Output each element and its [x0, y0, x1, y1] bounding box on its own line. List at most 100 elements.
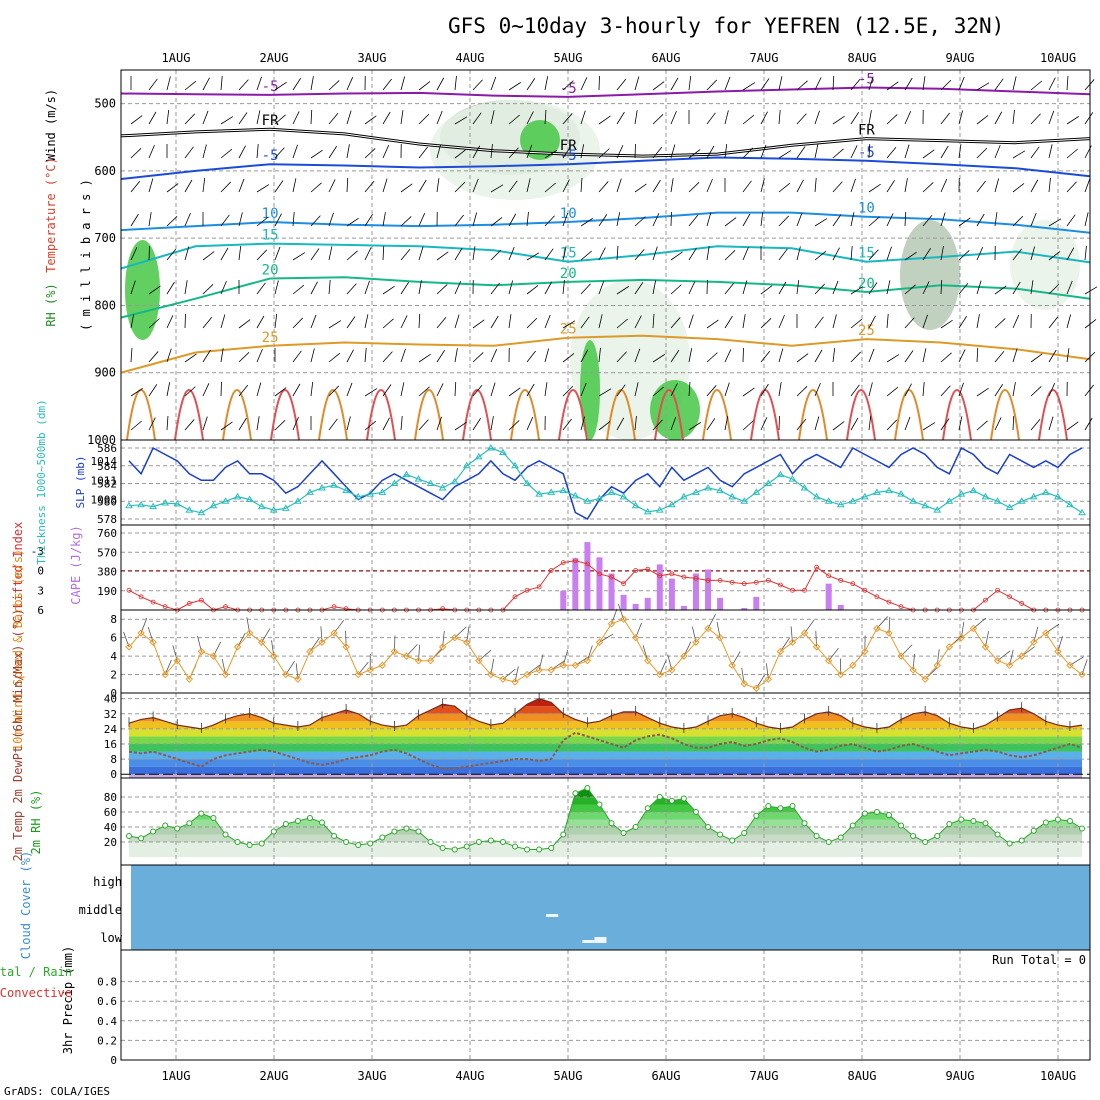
- wind-barb: [346, 110, 352, 125]
- rh-marker: [150, 828, 157, 835]
- wind-barb: [364, 388, 378, 397]
- bottom-date-label: 10AUG: [1040, 1069, 1076, 1083]
- wind-barb: [922, 76, 926, 91]
- wind-barb: [1012, 110, 1015, 125]
- wind-barb: [616, 145, 624, 159]
- wind-barb: [1084, 384, 1094, 397]
- wind-barb: [634, 249, 645, 261]
- wind-barb: [526, 317, 538, 329]
- lifted-index-marker: [621, 581, 626, 587]
- wind-speed-marker: [209, 652, 218, 660]
- cloud-background: [131, 865, 1090, 950]
- wind-barb: [256, 76, 262, 91]
- wind-barb: [796, 353, 809, 363]
- wind-speed-marker: [463, 638, 471, 646]
- wind-barb: [868, 348, 875, 363]
- rh-marker: [343, 839, 350, 845]
- wind-barb: [472, 145, 481, 159]
- wind-barb: [130, 420, 142, 431]
- wind-barb: [724, 416, 729, 431]
- wind-barb: [256, 144, 259, 159]
- wind-barb: [148, 417, 156, 431]
- rh-marker: [994, 831, 1001, 838]
- rh-band: [129, 834, 1082, 842]
- p3-ylabel-left: Lifted Index: [11, 522, 25, 609]
- wind-barb: [130, 314, 135, 329]
- thickness-marker: [993, 497, 1002, 504]
- rh-marker: [258, 840, 265, 847]
- wind-barb: [1030, 280, 1034, 295]
- wind-speed-marker: [1066, 661, 1074, 670]
- wind-barb: [1048, 316, 1058, 329]
- wind-barb: [814, 77, 822, 91]
- wind-barb: [832, 214, 842, 227]
- wind-barb: [724, 282, 735, 295]
- wind-barb: [1012, 382, 1016, 397]
- thickness-marker: [571, 491, 580, 499]
- wind-barb: [436, 284, 448, 295]
- wind-barb: [580, 283, 591, 295]
- rh-marker: [524, 846, 531, 853]
- footer-credit: GrADS: COLA/IGES: [4, 1085, 110, 1098]
- rh-marker: [861, 810, 868, 817]
- rh-band: [129, 804, 1082, 812]
- top-date-label: 4AUG: [456, 51, 485, 65]
- cape-bar: [741, 607, 748, 610]
- wind-barb: [904, 178, 908, 193]
- wind-speed-marker: [692, 638, 700, 646]
- lifted-index-marker: [886, 599, 892, 605]
- wind-speed-marker: [583, 657, 592, 665]
- temp-band: [129, 774, 1082, 778]
- rh-marker: [1030, 827, 1037, 834]
- wind-barb: [778, 215, 790, 227]
- wind-barb: [490, 282, 500, 295]
- wind-barb: [472, 178, 479, 193]
- warm-contour: [654, 389, 684, 441]
- wind-barb: [706, 145, 715, 159]
- wind-barb: [922, 348, 927, 363]
- wind-barb: [904, 144, 910, 159]
- wind-barb: [1030, 113, 1041, 125]
- wind-barb: [148, 384, 158, 397]
- panel-frame: [120, 949, 1091, 1061]
- wind-barb: [904, 317, 915, 329]
- cloud-cover-bar: [546, 914, 559, 917]
- lifted-index-marker: [186, 601, 192, 606]
- wind-barb: [202, 144, 207, 159]
- thickness-marker: [125, 501, 133, 509]
- wind-barb: [706, 79, 718, 91]
- wind-barb: [1048, 283, 1060, 295]
- wind-barb: [598, 247, 606, 261]
- wind-barb: [328, 146, 337, 159]
- wind-barb: [454, 116, 468, 125]
- wind-barb: [256, 282, 266, 295]
- wind-barb: [652, 314, 655, 329]
- thickness-marker: [909, 497, 917, 504]
- wind-barb: [526, 285, 539, 295]
- wind-barb: [220, 76, 223, 91]
- wind-barb: [544, 182, 556, 193]
- rh-marker: [753, 812, 760, 819]
- wind-barb: [418, 246, 424, 261]
- wind-barb: [454, 314, 460, 329]
- wind-barb: [760, 178, 765, 193]
- wind-barb: [1030, 386, 1042, 397]
- rh-marker: [656, 794, 663, 800]
- wind-barb: [886, 354, 900, 363]
- wind-speed-marker: [607, 620, 616, 628]
- wind-barb: [634, 348, 641, 363]
- rh-tick-label: 20: [104, 836, 117, 849]
- wind-barb: [796, 212, 803, 227]
- thickness-marker: [306, 488, 314, 495]
- thickness-marker: [728, 492, 737, 500]
- thickness-marker: [390, 479, 399, 486]
- wind-barb: [382, 111, 391, 125]
- thickness-marker: [1078, 508, 1086, 516]
- wind-barb: [562, 179, 570, 193]
- thickness-tick-label: 578: [97, 513, 117, 526]
- temp-tick-label: 32: [104, 708, 117, 721]
- wind-barb: [796, 146, 806, 159]
- lifted-tick-label: -3: [31, 545, 44, 558]
- rh-panel: 20 40 60 80: [104, 777, 1091, 866]
- wind-barb: [724, 110, 729, 125]
